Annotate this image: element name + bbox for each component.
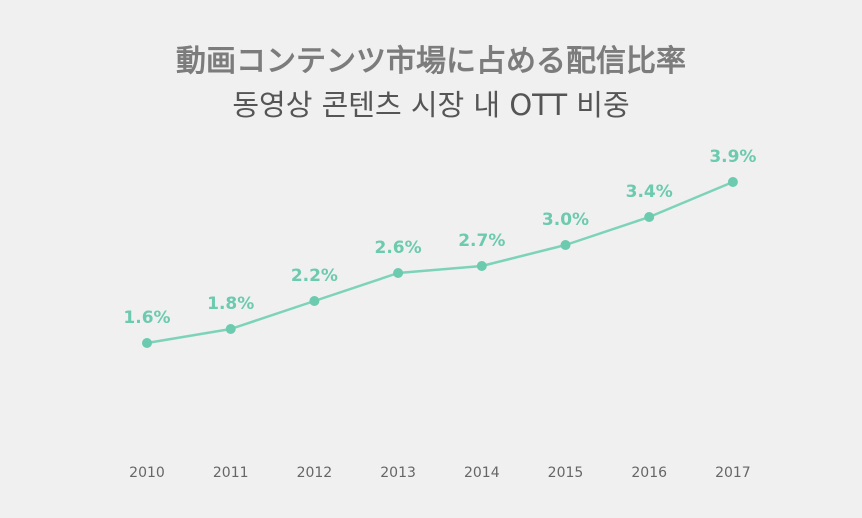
data-label-layer: 1.6% 1.8% 2.2% 2.6% 2.7% 3.0% 3.4% 3.9% [123,147,756,328]
chart-title: 動画コンテンツ市場に占める配信比率 [176,44,686,79]
data-label-2015: 3.0% [542,210,589,230]
data-label-2017: 3.9% [709,147,756,167]
data-label-2010: 1.6% [123,308,170,328]
data-point-2017 [727,177,738,187]
data-label-2016: 3.4% [626,182,673,202]
x-tick-2016: 2016 [631,465,667,481]
x-tick-2012: 2012 [297,465,333,481]
data-point-2010 [142,338,152,348]
data-label-2013: 2.6% [375,238,422,258]
data-point-2015 [560,240,571,250]
x-tick-2017: 2017 [715,465,751,481]
x-tick-2011: 2011 [213,465,249,481]
marker-layer [142,177,738,348]
x-axis-ticks: 2010 2011 2012 2013 2014 2015 2016 2017 [129,465,751,481]
x-tick-2014: 2014 [464,465,500,481]
data-label-2012: 2.2% [291,266,338,286]
data-point-2011 [225,324,236,334]
series-line [146,180,734,345]
x-tick-2013: 2013 [380,465,416,481]
data-point-2013 [393,268,404,278]
data-point-2016 [644,212,655,222]
data-point-2012 [309,296,320,306]
data-label-2014: 2.7% [458,231,505,251]
data-label-2011: 1.8% [207,294,254,314]
chart-subtitle: 동영상 콘텐츠 시장 내 OTT 비중 [232,88,630,122]
x-tick-2010: 2010 [129,465,165,481]
series-layer [146,180,734,345]
x-tick-2015: 2015 [548,465,584,481]
data-point-2014 [476,261,487,271]
